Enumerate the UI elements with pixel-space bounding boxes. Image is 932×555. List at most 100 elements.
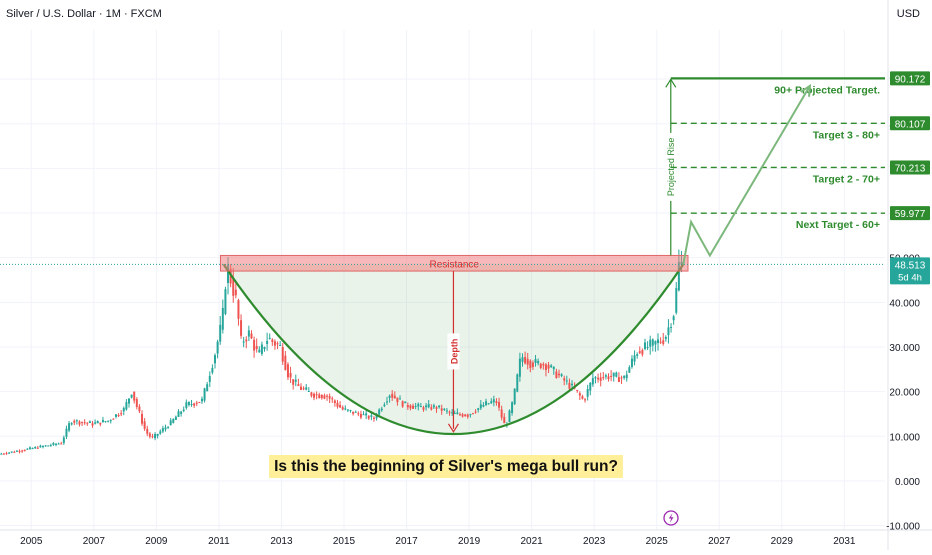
candle-body bbox=[47, 445, 50, 447]
candle-body bbox=[331, 398, 334, 400]
candle-body bbox=[247, 330, 250, 337]
candle-body bbox=[255, 345, 258, 350]
currency-label: USD bbox=[897, 8, 920, 20]
candle-body bbox=[565, 380, 568, 382]
candle-body bbox=[482, 404, 485, 407]
grid bbox=[0, 30, 885, 530]
candle-body bbox=[240, 320, 243, 336]
candle-body bbox=[568, 382, 571, 389]
candle-body bbox=[641, 350, 644, 355]
candle-body bbox=[156, 433, 159, 436]
candle-body bbox=[333, 400, 336, 404]
candle-body bbox=[273, 341, 276, 346]
candle-body bbox=[78, 421, 81, 425]
candle-body bbox=[221, 307, 224, 330]
candle-body bbox=[237, 300, 240, 319]
y-tick-label: -10.000 bbox=[886, 522, 920, 533]
candle-body bbox=[164, 427, 167, 430]
candle-body bbox=[625, 374, 628, 379]
candle-body bbox=[65, 428, 68, 437]
candle-body bbox=[313, 393, 316, 398]
candle-body bbox=[318, 394, 321, 399]
candle-body bbox=[107, 420, 110, 422]
candle-body bbox=[385, 401, 388, 403]
x-tick-label: 2017 bbox=[395, 536, 418, 547]
candle-body bbox=[130, 394, 133, 398]
last-price-value: 48.513 bbox=[895, 260, 926, 271]
x-tick-label: 2013 bbox=[270, 536, 293, 547]
candle-body bbox=[143, 421, 146, 429]
candle-body bbox=[537, 360, 540, 364]
candle-body bbox=[367, 416, 370, 419]
candle-body bbox=[383, 404, 386, 407]
candle-body bbox=[211, 367, 214, 373]
target-price-value: 70.213 bbox=[895, 163, 926, 174]
candle-body bbox=[578, 393, 581, 396]
candle-body bbox=[511, 402, 514, 414]
candle-body bbox=[26, 448, 29, 450]
candle-body bbox=[18, 450, 21, 452]
candle-body bbox=[203, 388, 206, 401]
caption-background bbox=[269, 455, 623, 478]
candle-body bbox=[432, 405, 435, 408]
candle-body bbox=[388, 395, 391, 398]
candle-body bbox=[83, 422, 86, 424]
candle-body bbox=[297, 384, 300, 387]
candle-body bbox=[289, 373, 292, 378]
candle-body bbox=[161, 428, 164, 432]
candle-body bbox=[438, 405, 441, 408]
candle-body bbox=[630, 358, 633, 368]
candle-body bbox=[23, 450, 26, 452]
candle-body bbox=[276, 343, 279, 345]
candle-body bbox=[307, 390, 310, 392]
candle-body bbox=[550, 365, 553, 368]
x-tick-label: 2015 bbox=[333, 536, 356, 547]
x-tick-label: 2027 bbox=[708, 536, 731, 547]
candle-body bbox=[417, 403, 420, 407]
candle-body bbox=[206, 384, 209, 392]
candle-body bbox=[620, 377, 623, 379]
candle-body bbox=[68, 423, 71, 431]
candle-body bbox=[216, 341, 219, 354]
candle-body bbox=[120, 413, 123, 415]
candle-body bbox=[154, 433, 157, 439]
candle-body bbox=[141, 413, 144, 424]
candle-body bbox=[409, 405, 412, 409]
candle-body bbox=[135, 399, 138, 407]
candle-body bbox=[28, 447, 31, 450]
candle-body bbox=[195, 402, 198, 404]
candle-body bbox=[615, 372, 618, 377]
candle-body bbox=[448, 411, 451, 413]
candle-body bbox=[508, 410, 511, 422]
candle-body bbox=[127, 398, 130, 404]
candle-body bbox=[94, 422, 97, 424]
candle-body bbox=[657, 339, 660, 344]
candle-body bbox=[109, 420, 112, 422]
target-price-value: 59.977 bbox=[895, 209, 926, 220]
candle-body bbox=[213, 355, 216, 364]
candle-body bbox=[114, 414, 117, 417]
x-tick-label: 2011 bbox=[208, 536, 230, 547]
candle-body bbox=[524, 357, 527, 364]
candle-body bbox=[172, 418, 175, 423]
candle-body bbox=[10, 451, 13, 453]
candle-body bbox=[458, 414, 461, 416]
x-tick-label: 2025 bbox=[646, 536, 669, 547]
candle-body bbox=[477, 408, 480, 410]
candle-body bbox=[516, 374, 519, 392]
candle-body bbox=[490, 401, 493, 404]
target-price-tag bbox=[890, 160, 930, 175]
candle-body bbox=[198, 402, 201, 404]
candle-body bbox=[57, 443, 60, 445]
candle-body bbox=[8, 452, 11, 454]
candle-body bbox=[391, 393, 394, 398]
candle-body bbox=[55, 443, 58, 445]
candle-body bbox=[617, 377, 620, 382]
candle-body bbox=[146, 428, 149, 434]
candle-body bbox=[234, 289, 237, 296]
candle-body bbox=[675, 288, 678, 313]
projection-path bbox=[682, 85, 811, 265]
projection-arrowhead bbox=[800, 83, 812, 97]
